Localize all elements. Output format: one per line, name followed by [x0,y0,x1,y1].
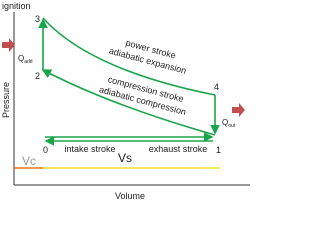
point-label: 4 [214,82,219,92]
expansion-curve [42,17,216,96]
heat-out-arrow [232,103,245,117]
q-out: Qout [222,118,236,129]
stroke-label: intake stroke [64,144,115,154]
y-label: Pressure [1,82,11,118]
point-label: 2 [35,71,40,81]
point-label: 1 [216,145,221,155]
point-label: 3 [35,14,40,24]
compression-curve [41,69,216,136]
vs-label: Vs [118,151,132,165]
heat-in-arrow [2,38,15,52]
point-label: 0 [43,145,48,155]
q-add: Qadd [18,54,33,65]
page: {"axes": {"y_label": "Pressure", "x_labe… [1,1,250,201]
x-label: Volume [115,191,145,201]
stroke-label: exhaust stroke [149,144,208,154]
top-label: ignition [2,1,31,11]
vc-label: Vc [22,154,36,168]
pv-diagram: ignition Pressure Volume Vc Vs 3 2 4 1 0… [1,1,250,201]
